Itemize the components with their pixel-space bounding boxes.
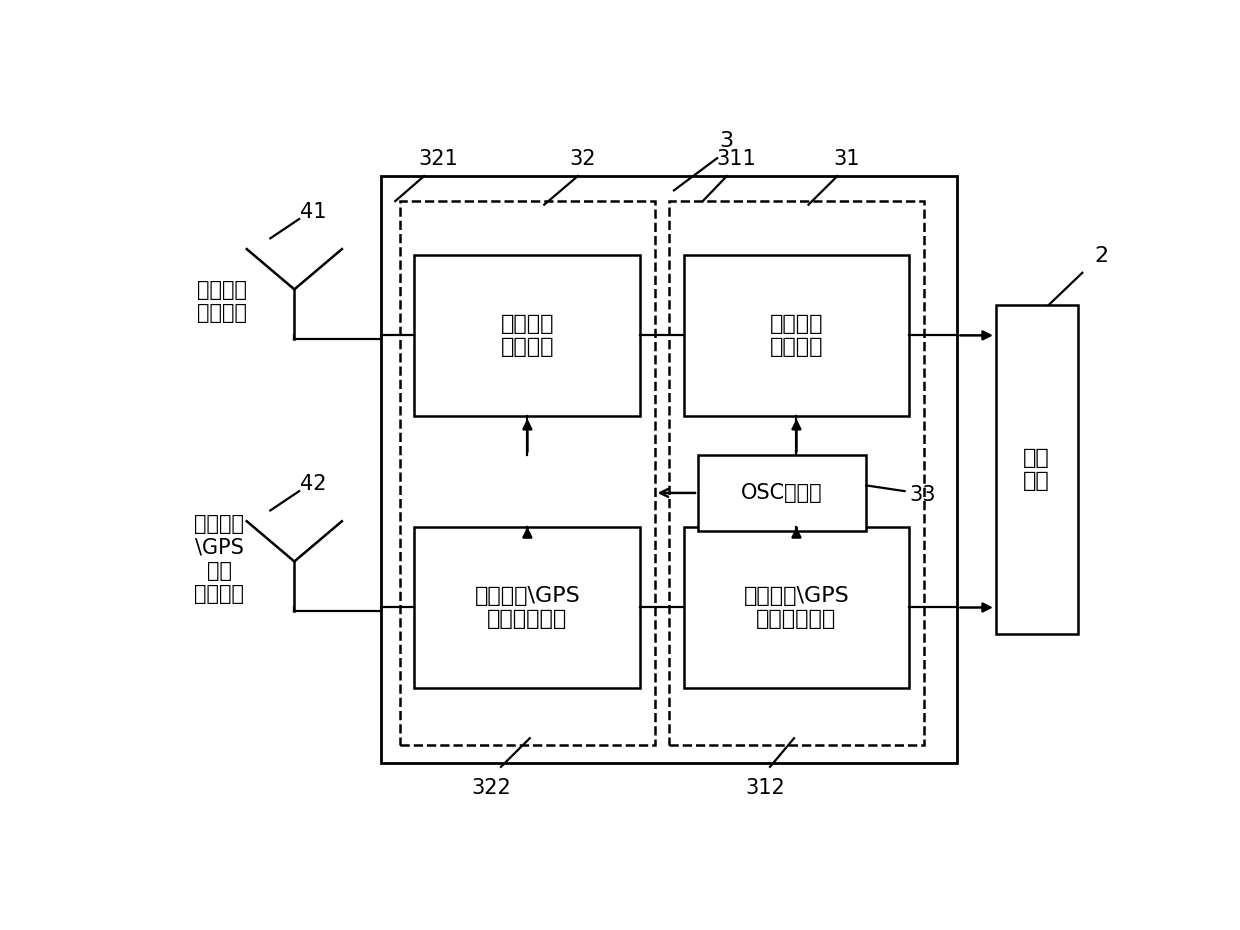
Text: 32: 32 — [569, 149, 596, 169]
Bar — [381, 176, 957, 764]
Bar — [401, 201, 655, 745]
Bar — [670, 201, 924, 745]
Text: 31: 31 — [833, 149, 861, 169]
Bar — [698, 456, 866, 530]
Text: OSC振荡器: OSC振荡器 — [742, 483, 823, 503]
Text: 北斗一代
射频前端: 北斗一代 射频前端 — [501, 313, 554, 357]
Text: 42: 42 — [300, 474, 327, 494]
Text: 321: 321 — [419, 149, 459, 169]
Text: 北斗一代
接收天线: 北斗一代 接收天线 — [197, 280, 247, 323]
Text: 北斗二代
\GPS
双模
接收天线: 北斗二代 \GPS 双模 接收天线 — [195, 514, 244, 604]
Text: 322: 322 — [471, 777, 511, 798]
Bar — [683, 255, 909, 416]
Bar — [414, 527, 640, 688]
Text: 北斗二代\GPS
双模射频前端: 北斗二代\GPS 双模射频前端 — [475, 586, 580, 629]
Text: 33: 33 — [909, 485, 936, 505]
Bar — [996, 305, 1078, 634]
Text: 北斗一代
数字基带: 北斗一代 数字基带 — [770, 313, 823, 357]
Text: 主控
芯片: 主控 芯片 — [1023, 448, 1050, 491]
Text: 312: 312 — [745, 777, 785, 798]
Bar — [414, 255, 640, 416]
Text: 41: 41 — [300, 202, 327, 222]
Text: 311: 311 — [717, 149, 756, 169]
Text: 2: 2 — [1095, 246, 1109, 266]
Text: 北斗二代\GPS
双模数字基带: 北斗二代\GPS 双模数字基带 — [744, 586, 849, 629]
Text: 3: 3 — [719, 131, 734, 151]
Bar — [683, 527, 909, 688]
